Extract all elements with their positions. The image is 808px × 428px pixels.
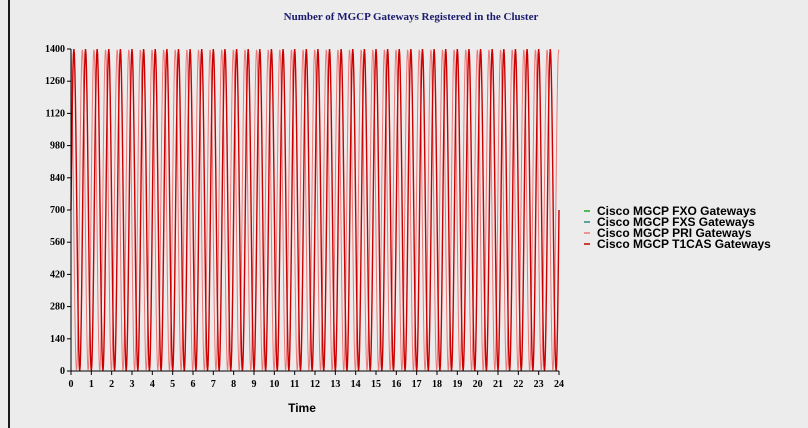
chart-title: Number of MGCP Gateways Registered in th… <box>283 11 539 23</box>
x-tick-label: 6 <box>191 379 196 390</box>
y-tick-label: 280 <box>50 302 65 313</box>
y-tick-label: 980 <box>50 141 65 152</box>
y-tick-label: 560 <box>50 237 65 248</box>
x-tick-label: 15 <box>371 379 381 390</box>
x-tick-label: 17 <box>412 379 422 390</box>
y-ticks: 0 140 280 420 560 700 840 980 1120 1260 1400 <box>45 44 71 377</box>
y-tick-label: 420 <box>50 269 65 280</box>
legend-label: Cisco MGCP T1CAS Gateways <box>597 237 771 251</box>
x-axis-label: Time <box>288 401 316 415</box>
y-tick-label: 1400 <box>45 44 65 55</box>
legend-label: Cisco MGCP FXO Gateways <box>597 204 756 218</box>
legend-label: Cisco MGCP FXS Gateways <box>597 215 755 229</box>
x-tick-label: 14 <box>351 379 361 390</box>
y-tick-label: 1260 <box>45 76 65 87</box>
x-tick-label: 0 <box>69 379 74 390</box>
x-tick-label: 24 <box>554 379 564 390</box>
x-tick-label: 19 <box>452 379 462 390</box>
x-tick-label: 7 <box>211 379 216 390</box>
x-tick-label: 22 <box>513 379 523 390</box>
y-tick-label: 840 <box>50 173 65 184</box>
legend-label: Cisco MGCP PRI Gateways <box>597 226 752 240</box>
x-tick-label: 5 <box>170 379 175 390</box>
x-tick-label: 1 <box>89 379 94 390</box>
y-tick-label: 700 <box>50 205 65 216</box>
x-tick-label: 11 <box>290 379 299 390</box>
series-line-3 <box>70 49 560 371</box>
x-tick-label: 12 <box>310 379 320 390</box>
x-tick-label: 8 <box>231 379 236 390</box>
window-left-border <box>8 0 10 428</box>
x-tick-label: 4 <box>150 379 155 390</box>
x-ticks: 0 1 2 3 4 5 6 7 8 9 10 11 12 13 14 15 16 17 18 19 20 21 22 23 24 <box>69 371 564 390</box>
x-tick-label: 2 <box>109 379 114 390</box>
x-tick-label: 18 <box>432 379 442 390</box>
y-tick-label: 0 <box>60 366 65 377</box>
x-tick-label: 16 <box>391 379 401 390</box>
x-tick-label: 21 <box>493 379 503 390</box>
y-tick-label: 1120 <box>46 108 65 119</box>
series-line-4 <box>70 48 560 372</box>
x-tick-label: 9 <box>252 379 257 390</box>
x-tick-label: 3 <box>130 379 135 390</box>
x-tick-label: 10 <box>269 379 279 390</box>
x-tick-label: 23 <box>534 379 544 390</box>
x-tick-label: 13 <box>330 379 340 390</box>
y-tick-label: 140 <box>50 334 65 345</box>
x-tick-label: 20 <box>473 379 483 390</box>
